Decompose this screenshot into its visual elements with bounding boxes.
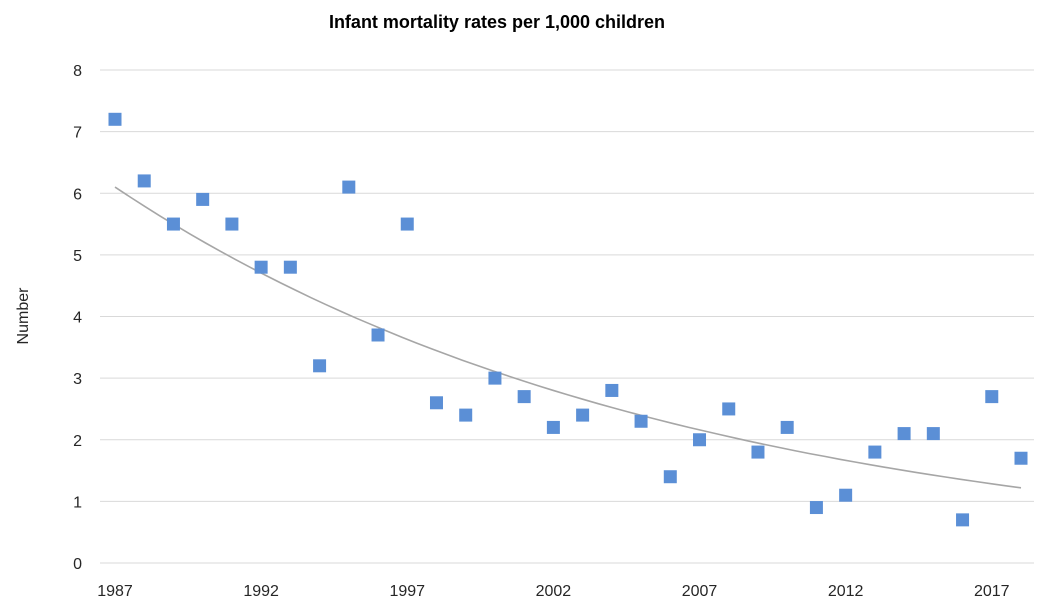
- chart-title: Infant mortality rates per 1,000 childre…: [329, 12, 665, 32]
- data-point: [517, 390, 531, 404]
- y-tick-label: 8: [73, 63, 82, 80]
- x-tick-label: 2002: [536, 583, 572, 600]
- trendline-group: [114, 186, 1022, 489]
- data-point: [166, 217, 180, 231]
- data-point: [137, 174, 151, 188]
- y-tick-label: 3: [73, 371, 82, 388]
- data-point: [576, 408, 590, 422]
- data-point: [897, 427, 911, 441]
- data-point: [985, 390, 999, 404]
- x-tick-label: 2012: [828, 583, 864, 600]
- data-point: [926, 427, 940, 441]
- y-tick-label: 2: [73, 433, 82, 450]
- data-point: [313, 359, 327, 373]
- data-point: [1014, 451, 1028, 465]
- data-point: [459, 408, 473, 422]
- data-point: [634, 414, 648, 428]
- y-tick-label: 0: [73, 556, 82, 573]
- data-point: [868, 445, 882, 459]
- y-tick-label: 7: [73, 125, 82, 142]
- data-point: [371, 328, 385, 342]
- data-point: [839, 488, 853, 502]
- gridlines: [100, 69, 1034, 564]
- data-point: [254, 260, 268, 274]
- y-axis-label: Number: [15, 287, 32, 345]
- y-tick-label: 4: [73, 310, 82, 327]
- y-tick-label: 6: [73, 186, 82, 203]
- x-tick-label: 2017: [974, 583, 1010, 600]
- data-point: [400, 217, 414, 231]
- x-tick-label: 1992: [243, 583, 279, 600]
- data-point: [663, 470, 677, 484]
- trendline: [114, 186, 1022, 489]
- x-tick-label: 1987: [97, 583, 133, 600]
- y-tick-label: 1: [73, 494, 82, 511]
- data-point: [342, 180, 356, 194]
- x-tick-labels: 1987 1992 1997 2002 2007 2012 2017: [97, 583, 1009, 600]
- data-point: [488, 371, 502, 385]
- data-point: [283, 260, 297, 274]
- data-point: [605, 383, 619, 397]
- data-point: [780, 420, 794, 434]
- x-tick-label: 1997: [389, 583, 425, 600]
- data-point: [546, 420, 560, 434]
- data-point: [108, 112, 122, 126]
- data-point: [225, 217, 239, 231]
- data-point: [751, 445, 765, 459]
- y-tick-label: 5: [73, 248, 82, 265]
- data-point: [956, 513, 970, 527]
- data-point: [809, 501, 823, 515]
- y-tick-labels: 0 1 2 3 4 5 6 7 8: [73, 63, 82, 573]
- data-points: [108, 112, 1028, 527]
- data-point: [196, 192, 210, 206]
- x-tick-label: 2007: [682, 583, 718, 600]
- data-point: [722, 402, 736, 416]
- data-point: [693, 433, 707, 447]
- data-point: [429, 396, 443, 410]
